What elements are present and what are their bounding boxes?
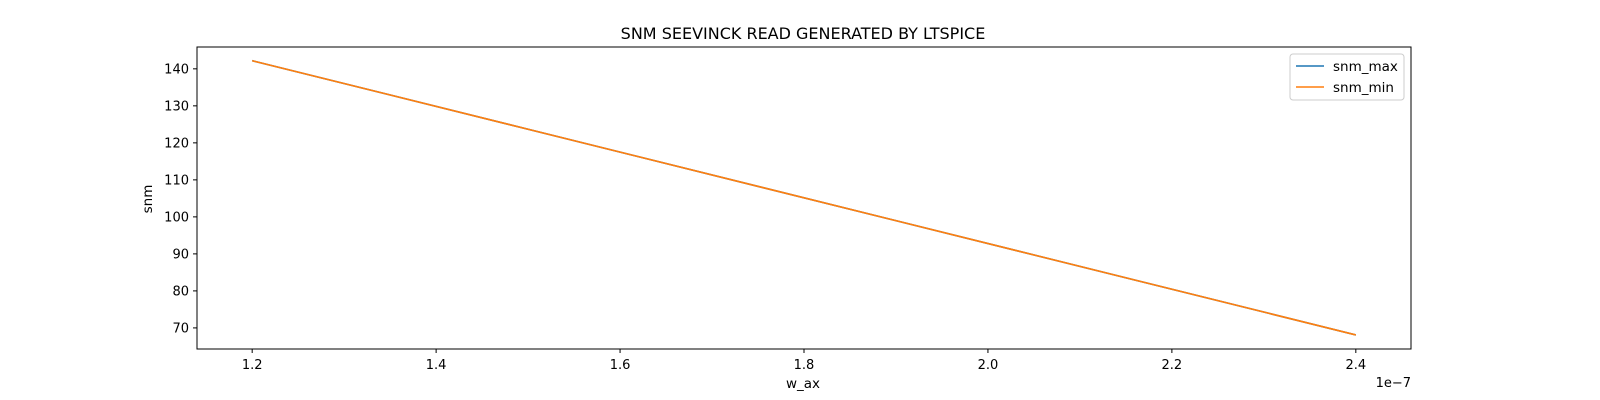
- y-tick-label: 140: [164, 62, 189, 77]
- x-tick-label: 1.8: [794, 358, 815, 373]
- x-axis: 1.2 1.4 1.6 1.8 2.0 2.2 2.4: [242, 349, 1366, 373]
- y-tick-label: 120: [164, 136, 189, 151]
- x-tick-label: 2.0: [978, 358, 999, 373]
- x-tick-label: 2.4: [1345, 358, 1366, 373]
- y-axis: 70 80 90 100 110 120 130 140: [164, 62, 197, 336]
- y-tick-label: 90: [172, 247, 189, 262]
- legend: snm_max snm_min: [1289, 53, 1405, 101]
- legend-label-snm-max: snm_max: [1333, 59, 1398, 75]
- x-axis-offset-text: 1e−7: [1376, 376, 1411, 391]
- series-line-snm-min: [251, 59, 1357, 336]
- x-tick-label: 1.2: [242, 358, 263, 373]
- x-tick-label: 1.6: [610, 358, 631, 373]
- x-axis-label: w_ax: [786, 376, 820, 392]
- legend-label-snm-min: snm_min: [1333, 80, 1394, 96]
- y-axis-label: snm: [140, 185, 156, 214]
- chart-title: SNM SEEVINCK READ GENERATED BY LTSPICE: [621, 24, 986, 43]
- y-tick-label: 110: [164, 173, 189, 188]
- series-lines: [251, 59, 1357, 336]
- x-tick-label: 2.2: [1162, 358, 1183, 373]
- y-tick-label: 100: [164, 210, 189, 225]
- y-tick-label: 80: [172, 284, 189, 299]
- y-tick-label: 70: [172, 321, 189, 336]
- x-tick-label: 1.4: [426, 358, 447, 373]
- y-tick-label: 130: [164, 99, 189, 114]
